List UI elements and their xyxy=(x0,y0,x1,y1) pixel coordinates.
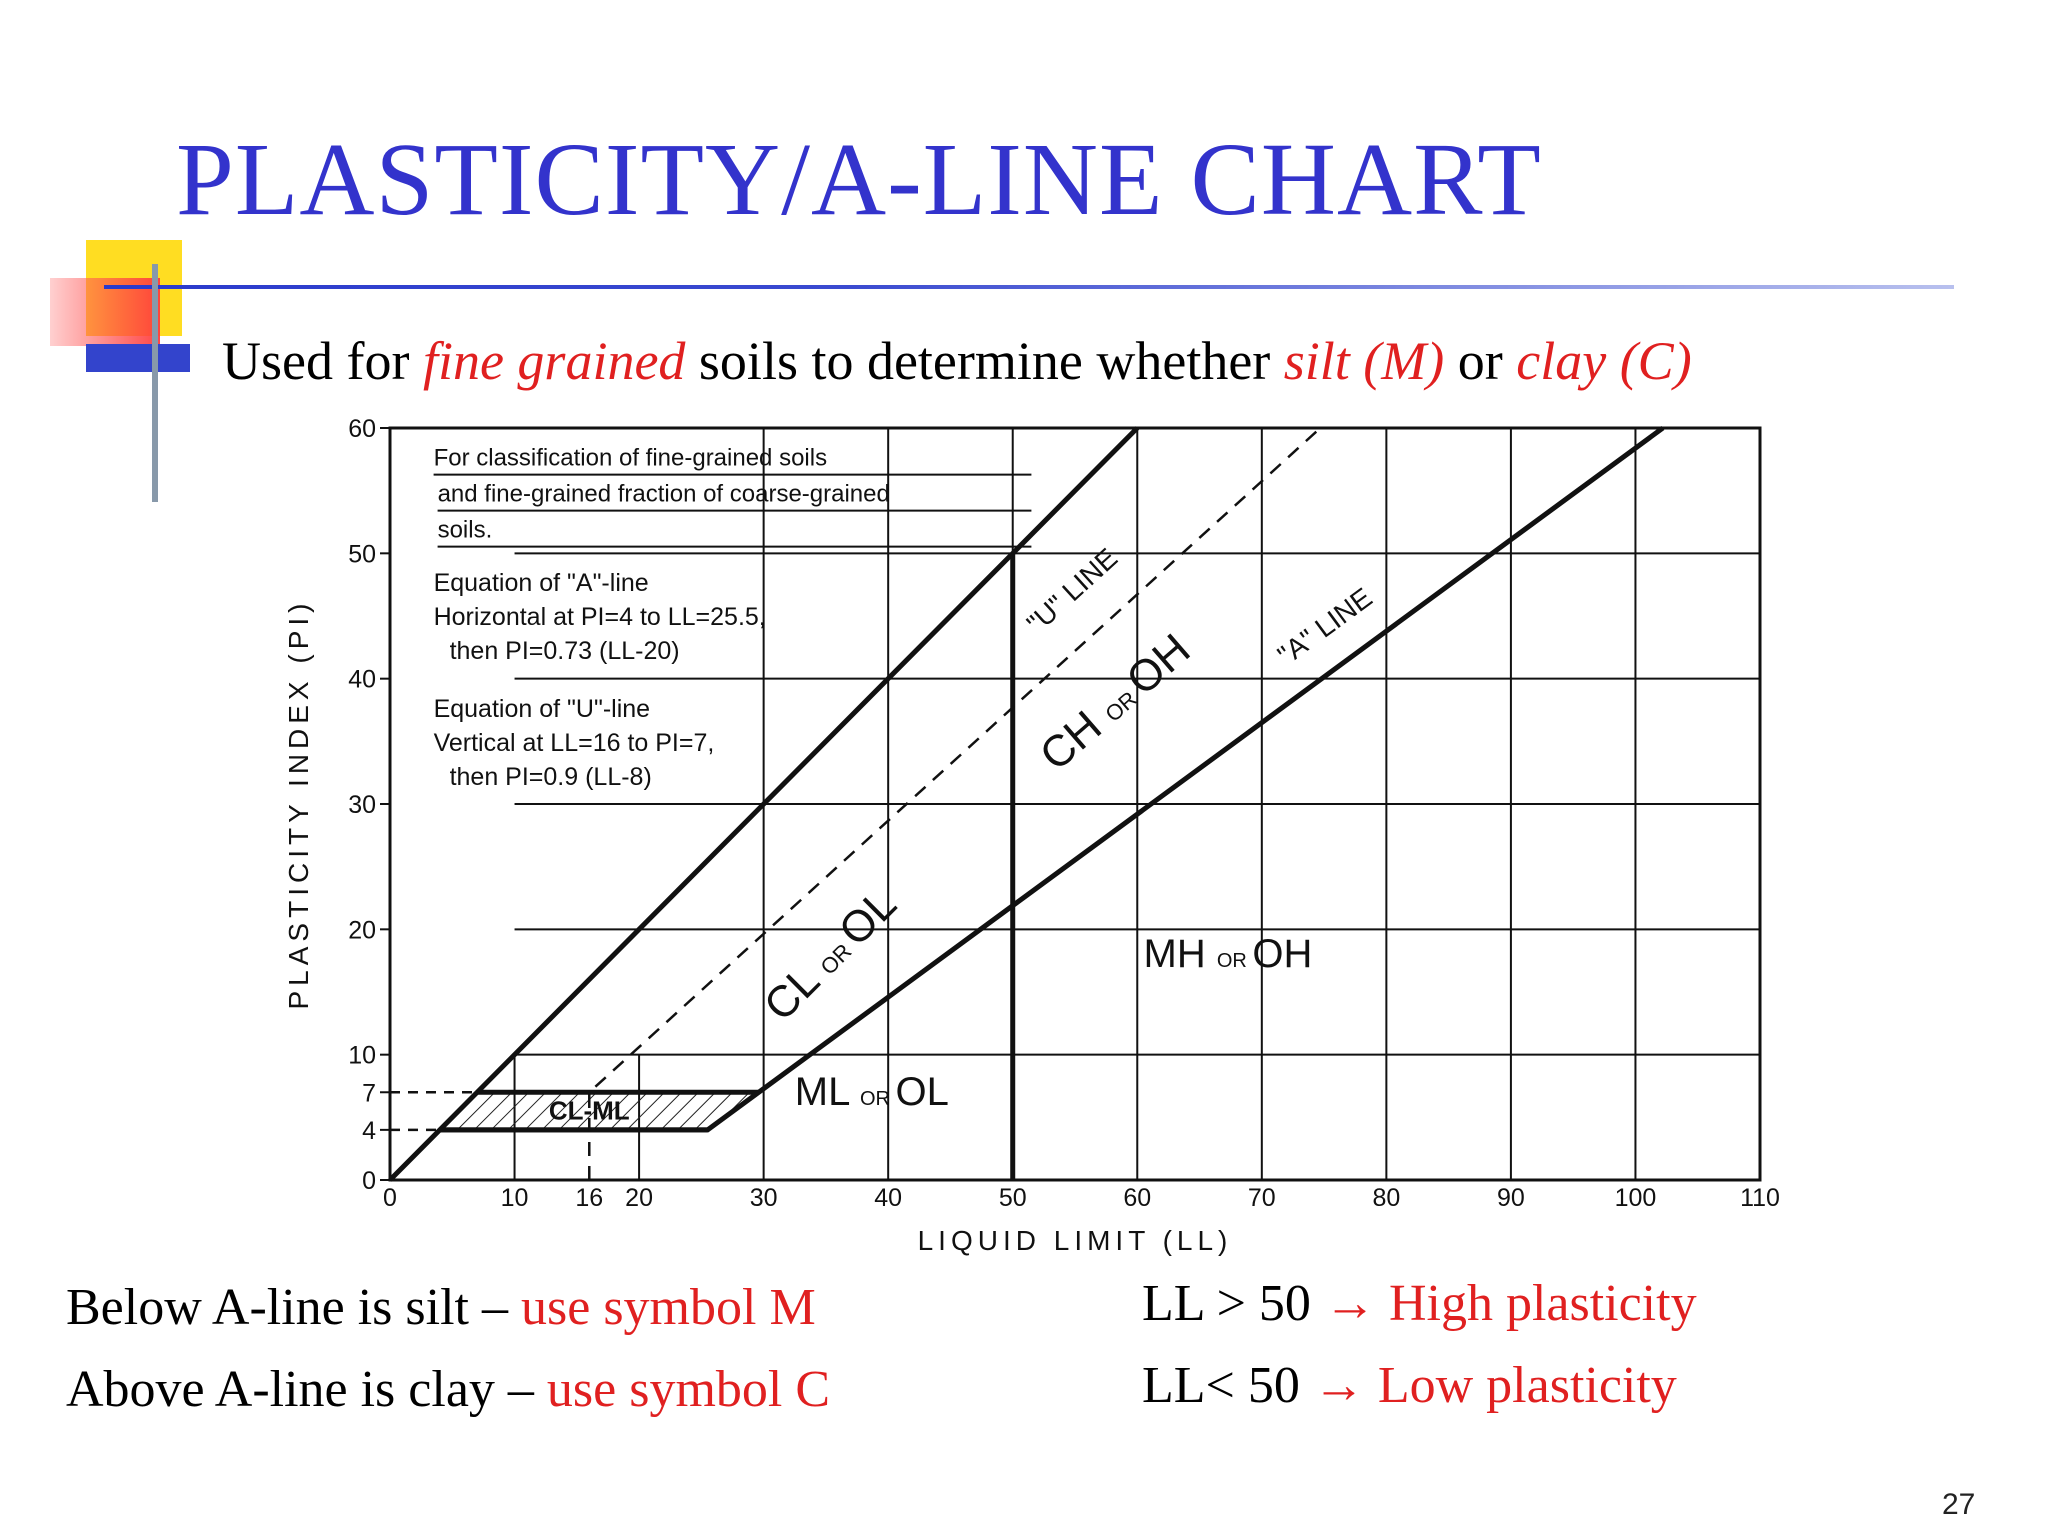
x-tick-label: 30 xyxy=(750,1184,778,1212)
note-above-a-line: Above A-line is clay – use symbol C xyxy=(66,1360,830,1419)
subtitle: Used for fine grained soils to determine… xyxy=(222,330,1692,392)
subtitle-part2: soils to determine whether xyxy=(685,331,1284,391)
note-low-plasticity: LL< 50 → Low plasticity xyxy=(1142,1356,1677,1415)
x-tick-label: 40 xyxy=(874,1184,902,1212)
y-tick-label: 30 xyxy=(348,791,376,819)
page-number: 27 xyxy=(1942,1488,1976,1521)
equation-text-line: then PI=0.73 (LL-20) xyxy=(450,637,680,665)
note-high-label: High plasticity xyxy=(1388,1275,1697,1332)
x-tick-label: 10 xyxy=(501,1184,529,1212)
u-line xyxy=(588,427,1322,1180)
y-tick-label: 50 xyxy=(348,540,376,568)
y-tick-label: 0 xyxy=(362,1167,376,1195)
x-axis-label: LIQUID LIMIT (LL) xyxy=(918,1225,1233,1256)
zone-label-mh-oh: MH OR OH xyxy=(1144,932,1313,976)
x-tick-label: 100 xyxy=(1615,1184,1657,1212)
x-tick-label: 60 xyxy=(1123,1184,1151,1212)
a-line-label: "A" LINE xyxy=(1272,582,1378,671)
equation-text-line: then PI=0.9 (LL-8) xyxy=(450,763,652,791)
box-text-line: For classification of fine-grained soils xyxy=(434,445,828,472)
box-text-line: and fine-grained fraction of coarse-grai… xyxy=(438,481,890,508)
x-tick-label: 70 xyxy=(1248,1184,1276,1212)
slide-title: PLASTICITY/A-LINE CHART xyxy=(176,122,1542,237)
note-below-symbol: use symbol M xyxy=(521,1279,816,1336)
plasticity-chart: 0 10 16 20 30 40 50 60 70 80 90 100 110 0 4 7 10 20 30 40 50… xyxy=(283,415,1780,1256)
note-high-text: LL > 50 xyxy=(1142,1275,1324,1332)
equation-text-line: Horizontal at PI=4 to LL=25.5, xyxy=(434,603,766,631)
decorative-red-gradient xyxy=(50,278,160,346)
arrow-right-icon: → xyxy=(1323,1275,1376,1332)
note-low-text: LL< 50 xyxy=(1142,1357,1313,1414)
chart-ticks: 0 10 16 20 30 40 50 60 70 80 90 100 110 0 4 7 10 20 30 40 50… xyxy=(348,415,1780,1212)
note-below-text: Below A-line is silt – xyxy=(66,1279,521,1336)
decorative-blue-bar xyxy=(86,344,190,372)
x-tick-label: 110 xyxy=(1740,1184,1780,1212)
box-text-line: soils. xyxy=(438,517,493,544)
equation-text-line: Equation of "U"-line xyxy=(434,695,650,723)
note-high-plasticity: LL > 50 → High plasticity xyxy=(1142,1274,1697,1333)
subtitle-silt: silt (M) xyxy=(1283,331,1445,391)
u-line-label: "U" LINE xyxy=(1021,542,1123,639)
equation-text-line: Vertical at LL=16 to PI=7, xyxy=(434,729,715,757)
subtitle-fine-grained: fine grained xyxy=(422,331,686,391)
x-tick-label: 16 xyxy=(575,1184,603,1212)
subtitle-part3: or xyxy=(1444,331,1517,391)
x-tick-label: 0 xyxy=(383,1184,397,1212)
chart-series xyxy=(388,425,1665,1182)
boundary-line xyxy=(388,426,1140,1182)
y-tick-label: 40 xyxy=(348,666,376,694)
zone-label-ml-ol: ML OR OL xyxy=(795,1070,949,1114)
note-above-text: Above A-line is clay – xyxy=(66,1361,547,1418)
y-tick-label: 4 xyxy=(362,1117,376,1145)
x-tick-label: 80 xyxy=(1372,1184,1400,1212)
zone-label-cl-ml: CL-ML xyxy=(549,1095,630,1125)
y-tick-label: 20 xyxy=(348,916,376,944)
x-tick-label: 20 xyxy=(625,1184,653,1212)
title-underline xyxy=(104,285,1954,289)
chart-labels: LIQUID LIMIT (LL) PLASTICITY INDEX (PI) "A… xyxy=(283,445,1378,1256)
y-axis-label: PLASTICITY INDEX (PI) xyxy=(283,599,314,1010)
zone-label-ch-oh: CH OR OH xyxy=(1031,625,1200,781)
x-tick-label: 50 xyxy=(999,1184,1027,1212)
note-low-label: Low plasticity xyxy=(1377,1357,1677,1414)
y-tick-label: 60 xyxy=(348,415,376,443)
zone-label-cl-ol: CL OR OL xyxy=(755,879,906,1030)
subtitle-clay: clay (C) xyxy=(1516,331,1692,391)
y-tick-label: 7 xyxy=(362,1079,376,1107)
decorative-vertical-line xyxy=(152,264,158,502)
subtitle-part1: Used for xyxy=(222,331,423,391)
chart-grid xyxy=(388,426,1762,1182)
note-below-a-line: Below A-line is silt – use symbol M xyxy=(66,1278,816,1337)
arrow-right-icon: → xyxy=(1312,1357,1365,1414)
y-tick-label: 10 xyxy=(348,1042,376,1070)
equation-text-line: Equation of "A"-line xyxy=(434,569,649,597)
note-above-symbol: use symbol C xyxy=(546,1361,831,1418)
a-line xyxy=(439,425,1665,1133)
x-tick-label: 90 xyxy=(1497,1184,1525,1212)
